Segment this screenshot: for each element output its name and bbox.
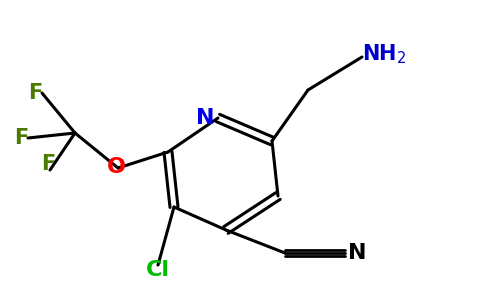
Text: F: F [14,128,28,148]
Text: F: F [41,154,55,174]
Text: NH$_2$: NH$_2$ [362,42,406,66]
Text: F: F [28,83,42,103]
Text: N: N [196,108,214,128]
Text: N: N [348,243,366,263]
Text: Cl: Cl [146,260,170,280]
Text: O: O [106,157,125,177]
